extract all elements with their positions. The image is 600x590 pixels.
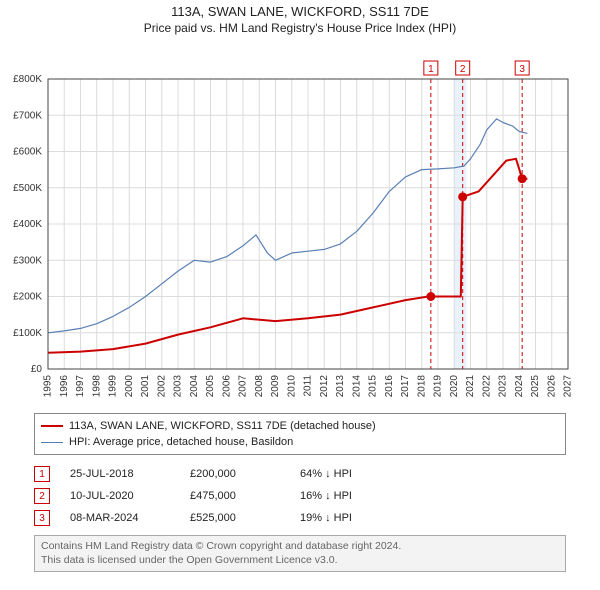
- svg-text:2009: 2009: [270, 375, 281, 398]
- event-table: 1 25-JUL-2018 £200,000 64% ↓ HPI 2 10-JUL-202…: [34, 463, 566, 529]
- svg-text:£700K: £700K: [13, 110, 42, 121]
- event-price: £475,000: [190, 490, 280, 502]
- svg-text:2017: 2017: [400, 375, 411, 398]
- svg-text:2010: 2010: [286, 375, 297, 398]
- legend-item: HPI: Average price, detached house, Basi…: [41, 434, 559, 450]
- event-date: 08-MAR-2024: [70, 512, 170, 524]
- svg-text:2013: 2013: [335, 375, 346, 398]
- svg-text:2: 2: [460, 64, 466, 75]
- svg-text:2016: 2016: [384, 375, 395, 398]
- legend-item: 113A, SWAN LANE, WICKFORD, SS11 7DE (det…: [41, 418, 559, 434]
- svg-text:2014: 2014: [351, 375, 362, 398]
- svg-text:2002: 2002: [156, 375, 167, 398]
- svg-text:£400K: £400K: [13, 219, 42, 230]
- svg-text:2000: 2000: [124, 375, 135, 398]
- svg-text:2025: 2025: [530, 375, 541, 398]
- svg-text:2026: 2026: [546, 375, 557, 398]
- event-marker: 3: [34, 510, 50, 526]
- svg-text:1996: 1996: [59, 375, 70, 398]
- svg-text:£600K: £600K: [13, 147, 42, 158]
- svg-text:£800K: £800K: [13, 74, 42, 85]
- chart-area: £0 £100K £200K £300K £400K £500K £600K £700K £80…: [0, 35, 600, 407]
- legend-label: 113A, SWAN LANE, WICKFORD, SS11 7DE (det…: [69, 420, 376, 432]
- svg-text:2015: 2015: [368, 375, 379, 398]
- svg-text:2019: 2019: [433, 375, 444, 398]
- svg-text:2005: 2005: [205, 375, 216, 398]
- svg-text:2011: 2011: [303, 375, 314, 397]
- legend: 113A, SWAN LANE, WICKFORD, SS11 7DE (det…: [34, 413, 566, 455]
- svg-text:£500K: £500K: [13, 183, 42, 194]
- svg-text:2008: 2008: [254, 375, 265, 398]
- event-row: 2 10-JUL-2020 £475,000 16% ↓ HPI: [34, 485, 566, 507]
- svg-text:2022: 2022: [481, 375, 492, 398]
- svg-text:£0: £0: [31, 364, 43, 375]
- svg-text:2004: 2004: [189, 375, 200, 398]
- event-price: £525,000: [190, 512, 280, 524]
- event-marker: 2: [34, 488, 50, 504]
- chart-title-line1: 113A, SWAN LANE, WICKFORD, SS11 7DE: [0, 4, 600, 19]
- svg-text:£300K: £300K: [13, 255, 42, 266]
- svg-text:2007: 2007: [238, 375, 249, 398]
- svg-text:£100K: £100K: [13, 328, 42, 339]
- footer-line1: Contains HM Land Registry data © Crown c…: [41, 540, 559, 554]
- footer-line2: This data is licensed under the Open Gov…: [41, 554, 559, 568]
- event-date: 25-JUL-2018: [70, 468, 170, 480]
- event-delta: 64% ↓ HPI: [300, 468, 352, 480]
- svg-text:1998: 1998: [91, 375, 102, 398]
- svg-text:1997: 1997: [75, 375, 86, 398]
- svg-text:2012: 2012: [319, 375, 330, 398]
- event-row: 3 08-MAR-2024 £525,000 19% ↓ HPI: [34, 507, 566, 529]
- svg-text:2003: 2003: [173, 375, 184, 398]
- event-date: 10-JUL-2020: [70, 490, 170, 502]
- event-row: 1 25-JUL-2018 £200,000 64% ↓ HPI: [34, 463, 566, 485]
- svg-text:1: 1: [428, 64, 434, 75]
- svg-text:£200K: £200K: [13, 292, 42, 303]
- footer-licence: Contains HM Land Registry data © Crown c…: [34, 535, 566, 572]
- svg-text:2023: 2023: [498, 375, 509, 398]
- svg-text:1995: 1995: [43, 375, 54, 398]
- chart-title-line2: Price paid vs. HM Land Registry's House …: [0, 21, 600, 35]
- event-marker: 1: [34, 466, 50, 482]
- svg-text:2021: 2021: [465, 375, 476, 398]
- line-chart: £0 £100K £200K £300K £400K £500K £600K £700K £80…: [0, 35, 600, 407]
- legend-label: HPI: Average price, detached house, Basi…: [69, 436, 293, 448]
- svg-text:2001: 2001: [140, 375, 151, 398]
- svg-text:2024: 2024: [514, 375, 525, 398]
- event-delta: 19% ↓ HPI: [300, 512, 352, 524]
- svg-text:1999: 1999: [108, 375, 119, 398]
- event-delta: 16% ↓ HPI: [300, 490, 352, 502]
- svg-text:2020: 2020: [449, 375, 460, 398]
- svg-text:2027: 2027: [563, 375, 574, 398]
- event-price: £200,000: [190, 468, 280, 480]
- svg-text:3: 3: [519, 64, 525, 75]
- legend-swatch: [41, 442, 63, 443]
- legend-swatch: [41, 425, 63, 427]
- svg-text:2018: 2018: [416, 375, 427, 398]
- svg-text:2006: 2006: [221, 375, 232, 398]
